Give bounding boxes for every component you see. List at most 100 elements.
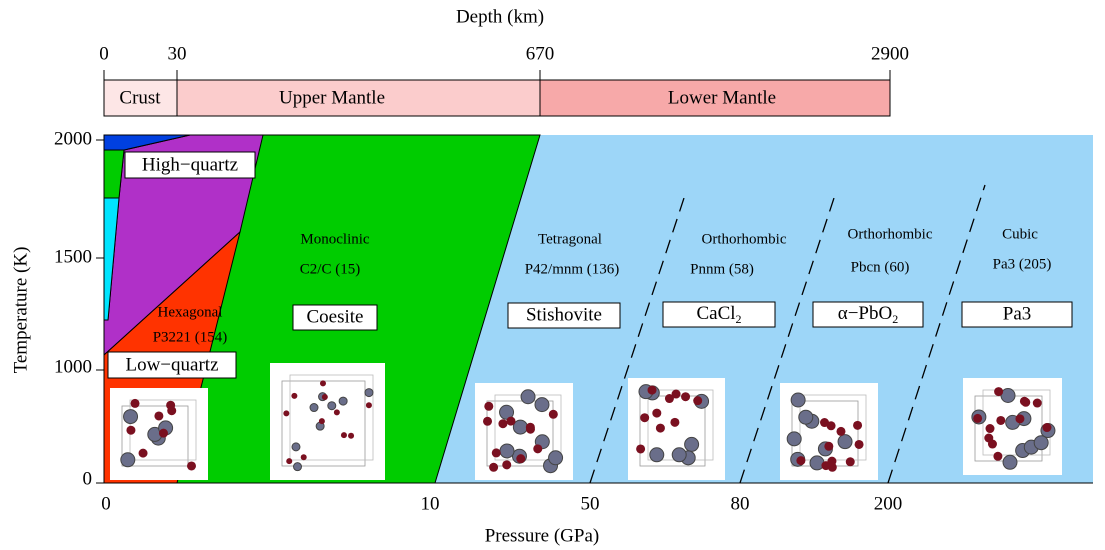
o-atom: [533, 444, 543, 454]
zone-label: Crust: [119, 87, 161, 108]
o-atom: [154, 411, 164, 421]
zone-label: Lower Mantle: [668, 87, 776, 108]
si-atom: [1002, 454, 1018, 470]
depth-tick: 30: [168, 43, 187, 64]
depth-ticks: [103, 70, 891, 80]
phase-name: CaCl2: [696, 303, 741, 325]
y-tick-label: 1000: [54, 356, 92, 377]
o-atom: [994, 387, 1004, 397]
si-atom: [684, 436, 700, 452]
o-atom: [993, 451, 1003, 461]
o-atom: [853, 420, 863, 430]
si-atom: [671, 447, 687, 463]
crystal-system: Orthorhombic: [848, 226, 933, 242]
o-atom: [827, 462, 837, 472]
label-box: [124, 151, 256, 179]
depth-tick: 670: [526, 43, 555, 64]
space-group: Pa3 (205): [993, 256, 1052, 272]
phase-name: Coesite: [307, 306, 364, 327]
depth-tick: 2900: [871, 43, 909, 64]
space-group: P42/mnm (136): [525, 261, 620, 277]
si-atom: [1000, 388, 1016, 404]
si-atom: [291, 442, 301, 452]
o-atom: [987, 439, 997, 449]
o-atom: [973, 413, 983, 423]
space-group: C2/C (15): [300, 261, 360, 277]
si-atom: [809, 455, 825, 471]
o-atom: [1015, 414, 1025, 424]
phase-boundaries: [589, 184, 986, 484]
phase-name: Pa3: [1003, 303, 1032, 324]
unit-cell: [121, 405, 189, 467]
y-axis-title: Temperature (K): [10, 247, 31, 374]
zone-label: Upper Mantle: [279, 87, 385, 108]
formula: α−PbO: [838, 303, 892, 324]
o-atom: [636, 444, 646, 454]
lower-mantle-zone: [539, 79, 891, 117]
unit-cell: [486, 400, 554, 467]
y-tick-label: 1500: [54, 246, 92, 267]
o-atom: [283, 410, 290, 417]
si-atom: [338, 396, 348, 406]
crystal-system: Hexagonal: [158, 304, 223, 320]
o-atom: [652, 408, 662, 418]
o-atom: [318, 418, 325, 425]
o-atom: [348, 432, 355, 439]
o-atom: [664, 394, 674, 404]
crystal-system: Orthorhombic: [702, 231, 787, 247]
subscript: 2: [892, 312, 898, 326]
space-group: P3221 (154): [153, 329, 228, 345]
label-box: [292, 304, 378, 331]
crust-zone: [103, 79, 178, 117]
o-atom: [319, 380, 326, 387]
o-atom: [365, 402, 372, 409]
x-tick-label: 50: [581, 493, 600, 514]
o-atom: [647, 385, 657, 395]
o-atom: [321, 393, 328, 400]
o-atom: [506, 416, 516, 426]
o-atom: [854, 439, 864, 449]
upper-mantle-zone: [176, 79, 541, 117]
label-box: [662, 301, 776, 328]
o-atom: [681, 392, 691, 402]
si-atom: [120, 452, 136, 468]
x-tick-label: 0: [101, 493, 111, 514]
x-axis-title: Pressure (GPa): [485, 525, 600, 546]
depth-tick: 0: [99, 43, 109, 64]
si-atom: [499, 443, 515, 459]
si-atom: [837, 434, 853, 450]
crystal-system: Monoclinic: [300, 231, 369, 247]
label-box: [507, 302, 621, 329]
o-atom: [1032, 398, 1042, 408]
o-atom: [300, 454, 307, 461]
phase-name: High−quartz: [142, 154, 238, 175]
crystal-structures: [110, 363, 1062, 480]
si-atom: [1033, 435, 1049, 451]
depth-title: Depth (km): [456, 6, 544, 27]
o-atom: [502, 460, 512, 470]
unit-cell: [289, 374, 374, 461]
o-atom: [138, 448, 148, 458]
o-atom: [484, 401, 494, 411]
o-atom: [640, 413, 650, 423]
si-atom: [534, 397, 550, 413]
label-box: [961, 301, 1073, 328]
si-atom: [327, 401, 337, 411]
x-tick-label: 200: [874, 493, 903, 514]
si-atom: [293, 462, 303, 472]
o-atom: [167, 406, 177, 416]
si-atom: [798, 409, 814, 425]
o-atom: [491, 448, 501, 458]
o-atom: [836, 426, 846, 436]
x-tick-label: 80: [731, 493, 750, 514]
o-atom: [796, 456, 806, 466]
si-atom: [520, 389, 536, 405]
si-atom: [123, 409, 139, 425]
crystal-system: Tetragonal: [538, 231, 602, 247]
space-group: Pnnm (58): [690, 261, 754, 277]
o-atom: [286, 458, 293, 465]
phase-name: α−PbO2: [838, 303, 898, 325]
si-atom: [499, 404, 515, 420]
x-tick-label: 10: [421, 493, 440, 514]
